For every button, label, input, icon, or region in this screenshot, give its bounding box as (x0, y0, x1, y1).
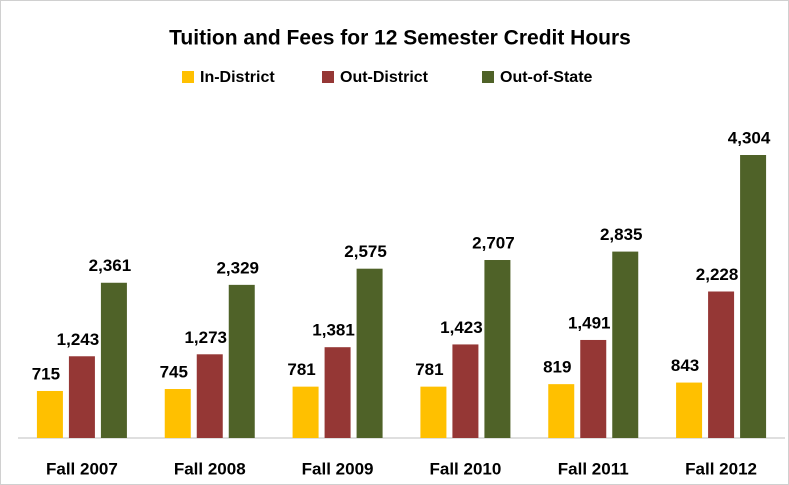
bar (708, 291, 735, 438)
bar (228, 284, 255, 438)
data-label: 2,361 (89, 256, 132, 275)
chart-title: Tuition and Fees for 12 Semester Credit … (169, 27, 631, 50)
legend-label: In-District (200, 69, 275, 86)
data-label: 2,329 (216, 258, 259, 277)
data-label: 2,707 (472, 233, 515, 252)
bar (548, 384, 575, 438)
data-label: 1,243 (57, 330, 100, 349)
bar (292, 386, 319, 438)
bar (484, 260, 511, 438)
data-label: 1,381 (312, 321, 355, 340)
data-label: 2,835 (600, 225, 643, 244)
bar (68, 356, 95, 438)
data-label: 2,228 (696, 265, 739, 284)
legend-swatch (322, 71, 334, 83)
bar (452, 344, 479, 438)
data-label: 4,304 (728, 128, 771, 147)
bar (356, 268, 383, 438)
legend-swatch (482, 71, 494, 83)
x-tick-label: Fall 2007 (46, 459, 118, 478)
data-label: 819 (543, 358, 571, 377)
data-label: 1,491 (568, 313, 611, 332)
legend-swatch (182, 71, 194, 83)
bar (580, 339, 607, 438)
data-label: 745 (160, 362, 188, 381)
x-tick-label: Fall 2008 (174, 459, 246, 478)
bar (164, 389, 191, 438)
data-label: 843 (671, 356, 699, 375)
bar (676, 382, 703, 438)
legend-label: Out-District (340, 69, 429, 86)
bar (612, 251, 639, 438)
x-tick-label: Fall 2011 (558, 459, 629, 478)
data-label: 2,575 (344, 242, 387, 261)
data-label: 715 (32, 364, 60, 383)
bar (100, 282, 127, 438)
bar (196, 354, 223, 438)
data-label: 1,423 (440, 318, 483, 337)
bar (36, 390, 63, 438)
data-label: 781 (287, 360, 315, 379)
x-tick-label: Fall 2010 (430, 459, 502, 478)
legend-label: Out-of-State (500, 69, 593, 86)
x-tick-label: Fall 2012 (685, 459, 757, 478)
bar (740, 155, 767, 438)
x-tick-label: Fall 2009 (302, 459, 374, 478)
bar (420, 386, 447, 438)
data-label: 1,273 (184, 328, 227, 347)
bar (324, 347, 351, 438)
data-label: 781 (415, 360, 443, 379)
